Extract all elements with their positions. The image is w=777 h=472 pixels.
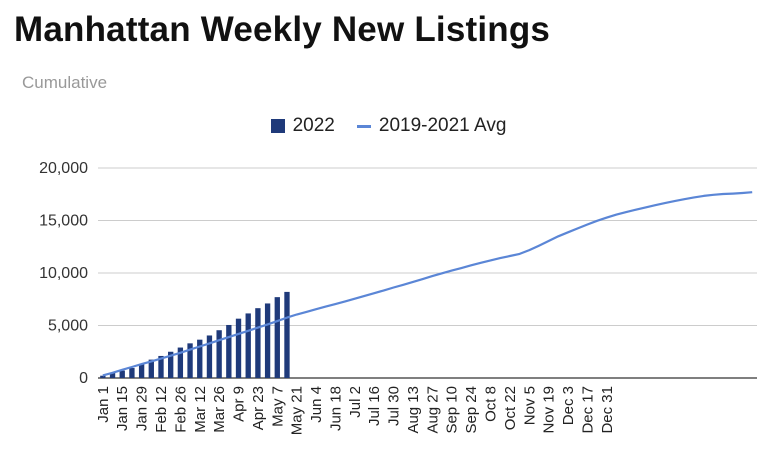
- bar-series-2022: [100, 291, 290, 378]
- line-series-avg: [102, 191, 753, 377]
- bar-2022[interactable]: [148, 359, 154, 378]
- x-tick-label: Aug 13: [405, 386, 422, 434]
- legend-label-2022: 2022: [292, 115, 335, 136]
- bar-2022[interactable]: [138, 364, 145, 378]
- legend-swatch-2022: [270, 119, 285, 133]
- y-tick-label: 20,000: [39, 160, 88, 177]
- y-tick-label: 15,000: [39, 213, 88, 230]
- x-tick-label: Feb 12: [153, 386, 170, 433]
- x-tick-label: Sep 24: [463, 386, 480, 434]
- bar-2022[interactable]: [197, 339, 203, 378]
- x-tick-label: Jul 30: [386, 386, 403, 426]
- x-tick-label: Mar 26: [211, 386, 228, 433]
- x-tick-label: Oct 22: [502, 386, 519, 430]
- legend-item-avg[interactable]: 2019-2021 Avg: [356, 115, 507, 137]
- legend-label-avg: 2019-2021 Avg: [378, 115, 507, 136]
- bar-2022[interactable]: [245, 313, 251, 378]
- x-tick-label: Oct 8: [483, 386, 500, 422]
- bar-2022[interactable]: [119, 370, 125, 378]
- x-tick-label: Jun 4: [308, 386, 325, 423]
- x-tick-label: Dec 3: [560, 386, 577, 425]
- x-tick-label: May 21: [289, 386, 306, 435]
- x-tick-label: Apr 23: [250, 386, 267, 430]
- bar-2022[interactable]: [109, 372, 116, 378]
- x-tick-label: Mar 12: [192, 386, 209, 433]
- y-tick-label: 5,000: [48, 318, 88, 335]
- bar-2022[interactable]: [100, 375, 106, 378]
- bar-2022[interactable]: [216, 330, 222, 378]
- x-tick-label: Jul 2: [347, 386, 364, 418]
- y-tick-label: 10,000: [39, 265, 88, 282]
- y-axis-ticks: 0 5,000 10,000 15,000 20,000: [39, 160, 88, 387]
- chart-subtitle: Cumulative: [22, 73, 108, 92]
- x-tick-label: Aug 27: [424, 386, 441, 434]
- legend-swatch-avg: [356, 124, 371, 128]
- bar-2022[interactable]: [168, 351, 174, 378]
- x-tick-label: Feb 26: [172, 386, 189, 433]
- bar-2022[interactable]: [187, 343, 193, 378]
- bar-2022[interactable]: [274, 297, 280, 378]
- x-tick-label: Jun 18: [327, 386, 344, 431]
- x-tick-label: Dec 31: [599, 386, 616, 434]
- bar-2022[interactable]: [177, 347, 184, 378]
- bar-2022[interactable]: [158, 355, 164, 378]
- bar-2022[interactable]: [255, 308, 261, 378]
- x-tick-label: Dec 17: [579, 386, 596, 434]
- bar-2022[interactable]: [129, 368, 135, 378]
- x-tick-label: Jan 1: [95, 386, 112, 423]
- x-tick-label: Jan 15: [114, 386, 131, 431]
- x-tick-label: Sep 10: [444, 386, 461, 434]
- legend: 2022 2019-2021 Avg: [0, 115, 777, 137]
- x-tick-label: Apr 9: [231, 386, 248, 422]
- bar-2022[interactable]: [206, 335, 213, 378]
- line-avg[interactable]: [102, 191, 753, 377]
- bar-2022[interactable]: [235, 318, 242, 378]
- x-tick-label: May 7: [269, 386, 286, 427]
- legend-item-2022[interactable]: 2022: [270, 115, 335, 137]
- bar-2022[interactable]: [264, 303, 271, 378]
- y-tick-label: 0: [79, 370, 88, 387]
- bar-2022[interactable]: [226, 324, 232, 378]
- chart-title: Manhattan Weekly New Listings: [14, 10, 551, 49]
- x-axis-ticks: Jan 1 Jan 15 Jan 29 Feb 12 Feb 26 Mar 12 Mar 2…: [95, 386, 616, 435]
- bar-2022[interactable]: [284, 291, 290, 378]
- x-tick-label: Nov 5: [521, 386, 538, 425]
- x-tick-label: Jul 16: [366, 386, 383, 426]
- x-tick-label: Jan 29: [134, 386, 151, 431]
- x-tick-label: Nov 19: [541, 386, 558, 434]
